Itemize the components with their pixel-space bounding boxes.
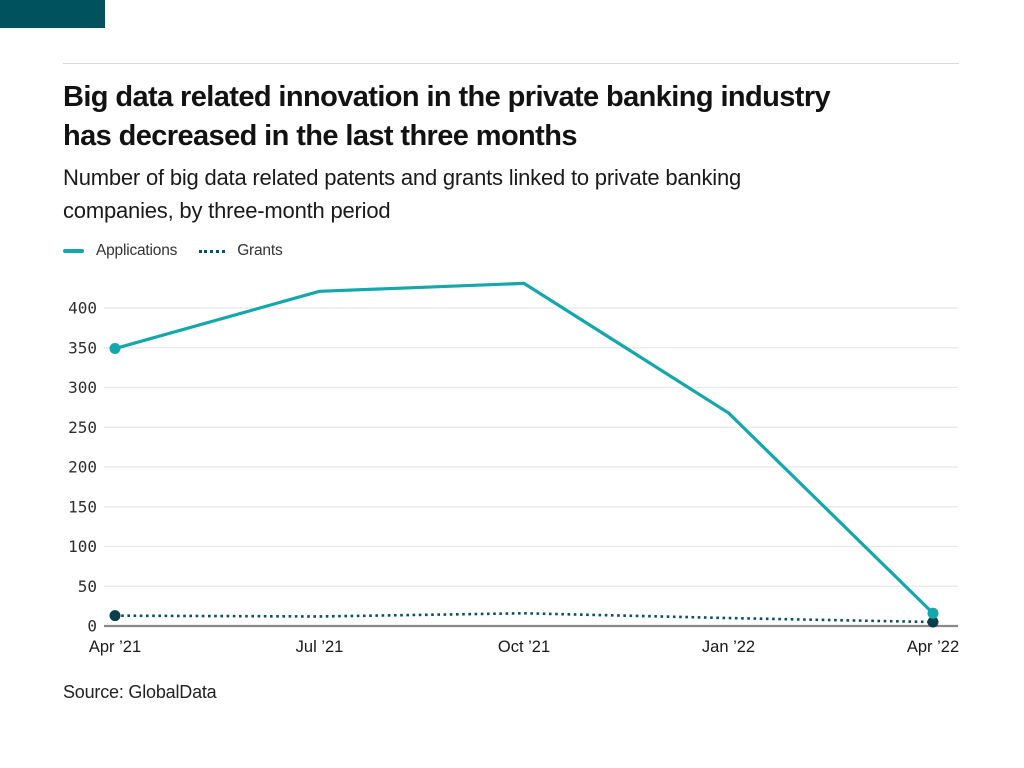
y-axis-tick-label: 300 (68, 378, 97, 397)
legend-item-grants: Grants (199, 242, 283, 260)
x-axis-tick-label: Jul ’21 (296, 638, 344, 656)
applications-endpoint-marker (109, 343, 121, 355)
grants-line-swatch (199, 249, 226, 253)
legend-label-applications: Applications (96, 242, 178, 259)
chart-title: Big data related innovation in the priva… (63, 78, 973, 156)
y-axis-tick-label: 0 (87, 617, 97, 636)
applications-line-swatch (63, 249, 84, 253)
x-axis-tick-label: Jan ’22 (702, 638, 755, 656)
y-axis-tick-label: 150 (68, 497, 97, 516)
chart-subtitle: Number of big data related patents and g… (63, 161, 943, 227)
legend-label-grants: Grants (237, 242, 283, 259)
x-axis-tick-label: Oct ’21 (498, 638, 550, 656)
grants-line (114, 611, 934, 624)
y-axis-tick-label: 200 (68, 458, 97, 477)
x-axis-tick-label: Apr ’22 (907, 638, 959, 656)
chart-subtitle-line2: companies, by three-month period (63, 198, 391, 223)
y-axis-tick-label: 50 (78, 577, 97, 596)
applications-endpoint-marker (927, 607, 939, 619)
source-note: Source: GlobalData (63, 682, 217, 702)
grants-endpoint-marker (109, 610, 121, 622)
grants-endpoint-marker (927, 616, 939, 628)
brand-corner-block (0, 0, 105, 28)
legend: Applications Grants (63, 242, 283, 260)
legend-item-applications: Applications (63, 242, 177, 260)
y-axis-tick-label: 400 (68, 299, 97, 318)
y-axis-tick-label: 350 (68, 338, 97, 357)
y-axis-tick-label: 250 (68, 418, 97, 437)
chart-title-line1: Big data related innovation in the priva… (63, 81, 831, 113)
top-divider (63, 63, 959, 64)
x-axis-tick-label: Apr ’21 (89, 638, 141, 656)
y-axis-tick-label: 100 (68, 537, 97, 556)
chart-subtitle-line1: Number of big data related patents and g… (63, 165, 742, 190)
chart-title-line2: has decreased in the last three months (63, 120, 577, 152)
applications-line (114, 281, 935, 615)
